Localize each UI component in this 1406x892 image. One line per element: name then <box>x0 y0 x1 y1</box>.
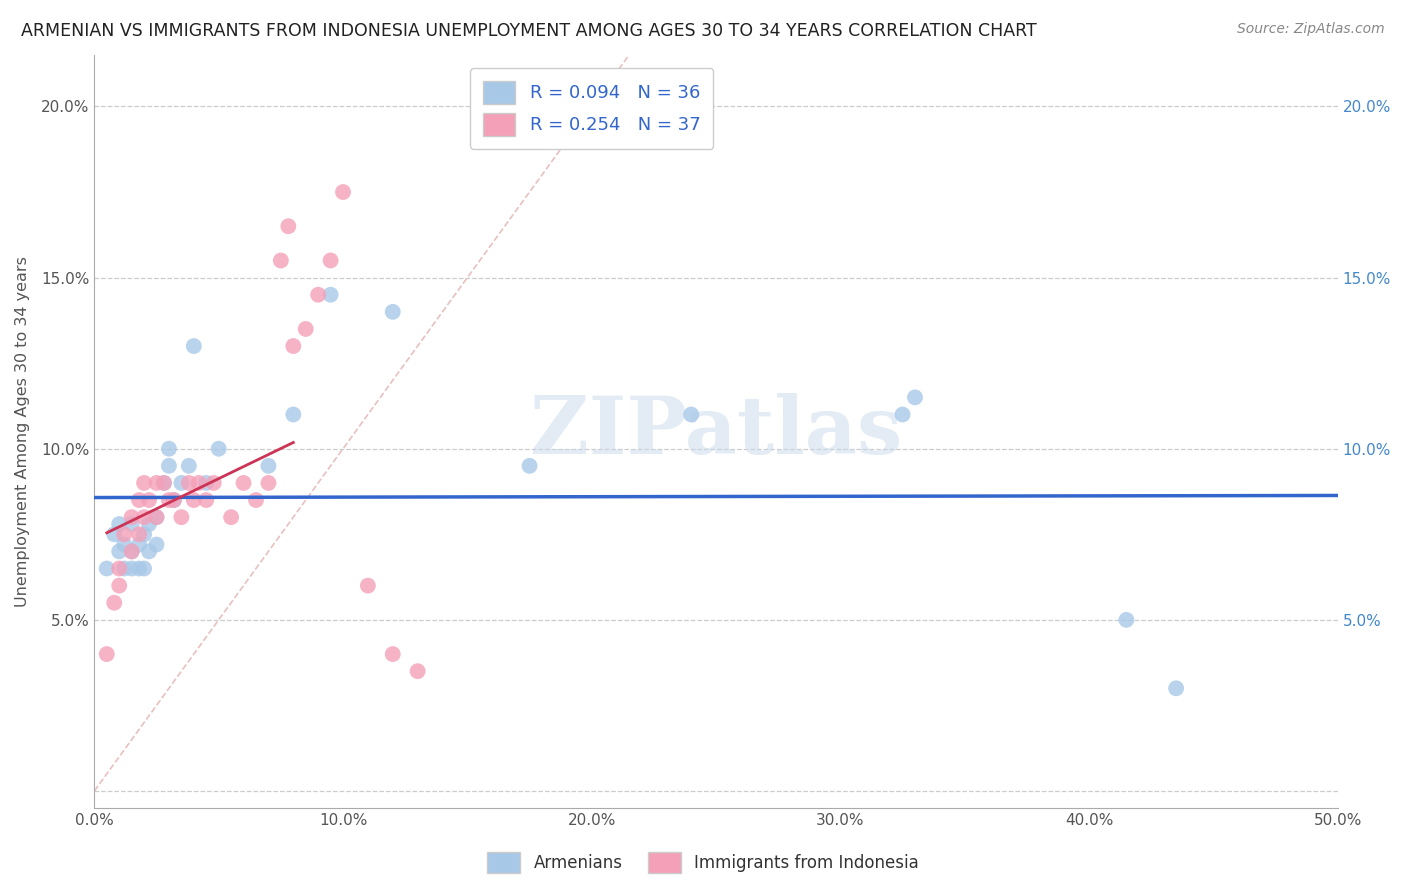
Point <box>904 390 927 404</box>
Point <box>153 475 176 490</box>
Point <box>112 537 135 551</box>
Point <box>145 510 167 524</box>
Point <box>121 510 143 524</box>
Point <box>103 596 125 610</box>
Point <box>381 305 404 319</box>
Point <box>270 253 292 268</box>
Point <box>157 442 180 456</box>
Point <box>112 527 135 541</box>
Point <box>157 458 180 473</box>
Point <box>294 322 316 336</box>
Point <box>519 458 541 473</box>
Point <box>132 527 155 541</box>
Text: ARMENIAN VS IMMIGRANTS FROM INDONESIA UNEMPLOYMENT AMONG AGES 30 TO 34 YEARS COR: ARMENIAN VS IMMIGRANTS FROM INDONESIA UN… <box>21 22 1036 40</box>
Point <box>245 493 267 508</box>
Point <box>128 527 150 541</box>
Point <box>145 510 167 524</box>
Point <box>128 493 150 508</box>
Point <box>145 475 167 490</box>
Point <box>112 561 135 575</box>
Point <box>195 475 218 490</box>
Point <box>132 561 155 575</box>
Point <box>132 475 155 490</box>
Point <box>277 219 299 234</box>
Point <box>232 475 254 490</box>
Point <box>319 253 342 268</box>
Point <box>153 475 176 490</box>
Point <box>157 493 180 508</box>
Point <box>283 339 305 353</box>
Point <box>128 561 150 575</box>
Point <box>183 339 205 353</box>
Point <box>96 561 118 575</box>
Point <box>138 544 160 558</box>
Legend: Armenians, Immigrants from Indonesia: Armenians, Immigrants from Indonesia <box>481 846 925 880</box>
Point <box>283 408 305 422</box>
Point <box>96 647 118 661</box>
Point <box>187 475 209 490</box>
Point <box>257 475 280 490</box>
Point <box>891 408 914 422</box>
Point <box>177 458 200 473</box>
Point <box>121 516 143 531</box>
Point <box>108 516 131 531</box>
Point <box>108 544 131 558</box>
Point <box>195 493 218 508</box>
Text: ZIPatlas: ZIPatlas <box>530 392 903 471</box>
Point <box>128 537 150 551</box>
Point <box>1166 681 1188 696</box>
Point <box>208 442 231 456</box>
Point <box>332 185 354 199</box>
Point <box>381 647 404 661</box>
Point <box>121 544 143 558</box>
Point <box>138 516 160 531</box>
Text: Source: ZipAtlas.com: Source: ZipAtlas.com <box>1237 22 1385 37</box>
Point <box>257 458 280 473</box>
Point <box>170 475 193 490</box>
Point <box>145 537 167 551</box>
Point <box>121 544 143 558</box>
Point <box>138 493 160 508</box>
Point <box>202 475 225 490</box>
Point <box>170 510 193 524</box>
Point <box>219 510 242 524</box>
Point <box>1115 613 1137 627</box>
Point <box>406 664 429 678</box>
Point <box>163 493 186 508</box>
Point <box>121 561 143 575</box>
Point <box>163 493 186 508</box>
Point <box>681 408 703 422</box>
Point <box>319 287 342 301</box>
Point <box>183 493 205 508</box>
Legend: R = 0.094   N = 36, R = 0.254   N = 37: R = 0.094 N = 36, R = 0.254 N = 37 <box>470 68 713 149</box>
Point <box>177 475 200 490</box>
Point <box>108 579 131 593</box>
Point <box>132 510 155 524</box>
Point <box>357 579 380 593</box>
Point <box>108 561 131 575</box>
Y-axis label: Unemployment Among Ages 30 to 34 years: Unemployment Among Ages 30 to 34 years <box>15 256 30 607</box>
Point <box>307 287 329 301</box>
Point <box>103 527 125 541</box>
